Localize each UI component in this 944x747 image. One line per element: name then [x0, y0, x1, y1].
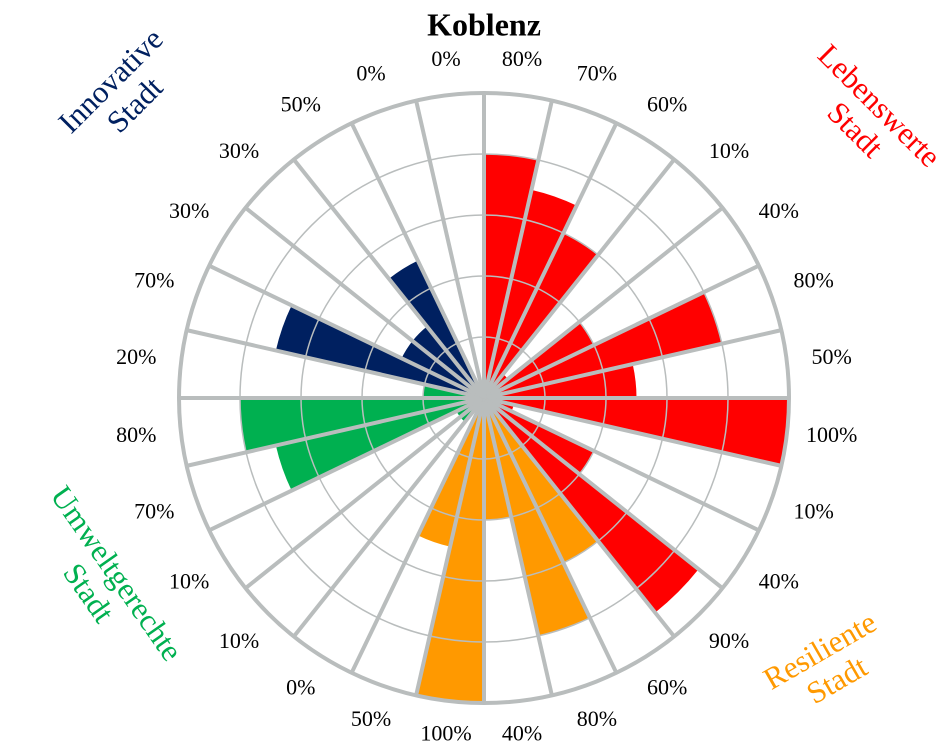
bar [412, 326, 484, 398]
value-label: 100% [806, 422, 857, 447]
group-label: ResilienteStadt [757, 604, 899, 726]
sector-separator [483, 396, 782, 468]
sector-separator [349, 122, 486, 399]
sector-separator [186, 328, 485, 400]
value-label: 10% [169, 568, 209, 593]
value-label: 70% [577, 60, 617, 85]
sector-separator [292, 158, 486, 400]
sector-separator [482, 396, 724, 590]
bar [388, 260, 484, 398]
sector-separator [483, 263, 760, 400]
value-label: 70% [134, 268, 174, 293]
sector-separator [292, 396, 486, 638]
value-label: 80% [794, 268, 834, 293]
sector-separator [482, 397, 619, 674]
sector-separator [244, 396, 486, 590]
sector-separator [244, 206, 486, 400]
sector-separator [482, 397, 554, 696]
sector-separator [414, 100, 486, 399]
sector-separator [482, 158, 676, 400]
bar [484, 321, 594, 398]
value-label: 0% [356, 60, 385, 85]
value-label: 30% [169, 198, 209, 223]
sector-separator [208, 263, 485, 400]
value-label: 70% [134, 498, 174, 523]
value-label: 60% [647, 91, 687, 116]
value-label: 50% [812, 344, 852, 369]
sector-separator [483, 328, 782, 400]
value-label: 50% [351, 706, 391, 731]
value-label: 30% [219, 138, 259, 163]
value-label: 40% [759, 568, 799, 593]
value-label: 20% [116, 344, 156, 369]
chart-title: Koblenz [427, 6, 541, 42]
bar [484, 233, 599, 398]
group-label: InnovativeStadt [51, 21, 194, 164]
value-label: 10% [709, 138, 749, 163]
value-label: 40% [759, 198, 799, 223]
value-label: 80% [116, 422, 156, 447]
sector-separator [483, 396, 760, 533]
value-label: 50% [281, 91, 321, 116]
value-label: 0% [286, 675, 315, 700]
value-label: 80% [577, 706, 617, 731]
sector-separator [208, 396, 485, 533]
sector-separator [482, 122, 619, 399]
sector-separator [349, 397, 486, 674]
bar [484, 398, 599, 563]
value-label: 90% [709, 628, 749, 653]
value-label: 10% [794, 498, 834, 523]
group-label: LebenswerteStadt [787, 37, 944, 198]
value-label: 40% [502, 720, 542, 745]
sector-separator [482, 396, 676, 638]
bar [484, 398, 594, 475]
value-label: 10% [219, 628, 259, 653]
bar [484, 398, 699, 613]
sector-separator [482, 100, 554, 399]
sector-separator [186, 396, 485, 468]
value-label: 0% [431, 46, 460, 71]
sector-separator [414, 397, 486, 696]
sector-separator [482, 206, 724, 400]
value-label: 80% [502, 46, 542, 71]
value-label: 60% [647, 675, 687, 700]
value-label: 100% [420, 720, 471, 745]
